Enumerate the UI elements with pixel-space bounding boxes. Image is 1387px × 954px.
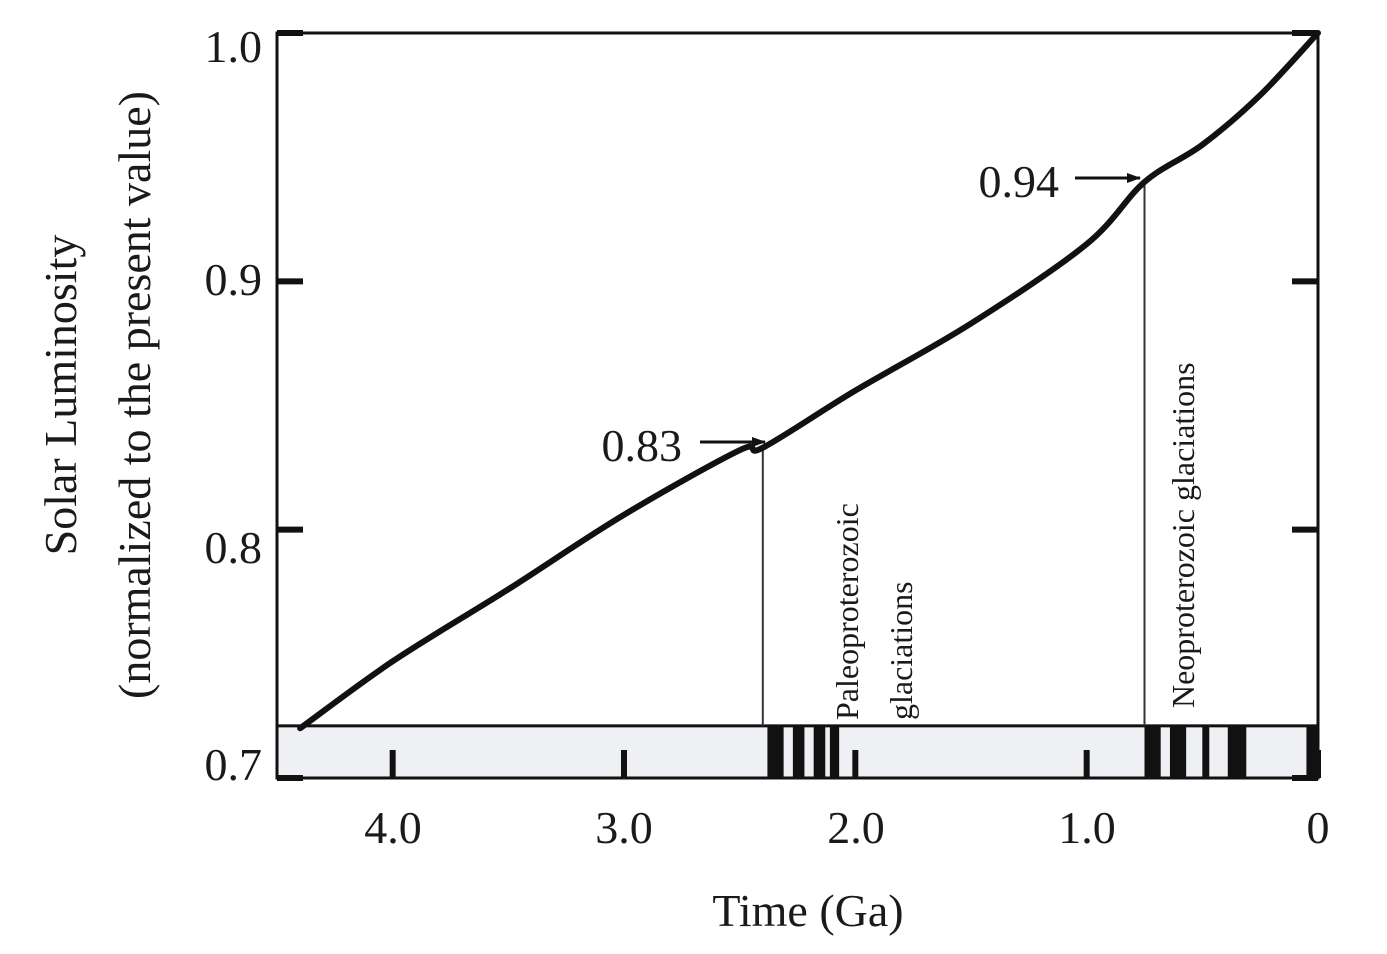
x-tick-label-4-0: 4.0 [364,802,422,853]
paleo-glaciation-label-1: Paleoproterozoic [829,503,865,720]
x-tick-label-1-0: 1.0 [1058,802,1116,853]
glaciation-bar-7 [1227,725,1247,778]
x-tick-label-3-0: 3.0 [595,802,653,853]
glaciation-bar-3 [829,725,840,778]
annotation-value-paleo: 0.83 [602,420,683,471]
glaciation-bar-1 [792,725,805,778]
y-axis-subtitle: (normalized to the present value) [109,91,160,699]
neo-glaciation-label: Neoproterozoic glaciations [1165,362,1201,708]
annotation-lines [761,182,1146,726]
luminosity-line [297,30,1321,732]
x-tick-label-2-0: 2.0 [827,802,885,853]
y-tick-label-0-9: 0.9 [205,254,263,305]
y-tick-label-0-7: 0.7 [205,739,263,790]
x-axis-title: Time (Ga) [712,885,903,936]
annotation-value-neo: 0.94 [979,156,1060,207]
glaciation-bar-2 [813,725,826,778]
glaciation-bar-6 [1202,725,1210,778]
x-tick-label-0: 0 [1307,802,1330,853]
y-axis-title: Solar Luminosity [35,235,86,556]
glaciation-bar-8 [1306,725,1318,778]
y-tick-label-1-0: 1.0 [205,21,263,72]
tick-marks [277,30,1321,781]
glaciation-bar-0 [767,725,784,778]
glaciation-bar-5 [1169,725,1187,778]
glaciation-bar-4 [1144,725,1161,778]
glaciation-band [275,724,1320,780]
paleo-glaciation-label-2: glaciations [883,581,919,720]
plot-frame [275,31,1320,780]
y-tick-label-0-8: 0.8 [205,522,263,573]
